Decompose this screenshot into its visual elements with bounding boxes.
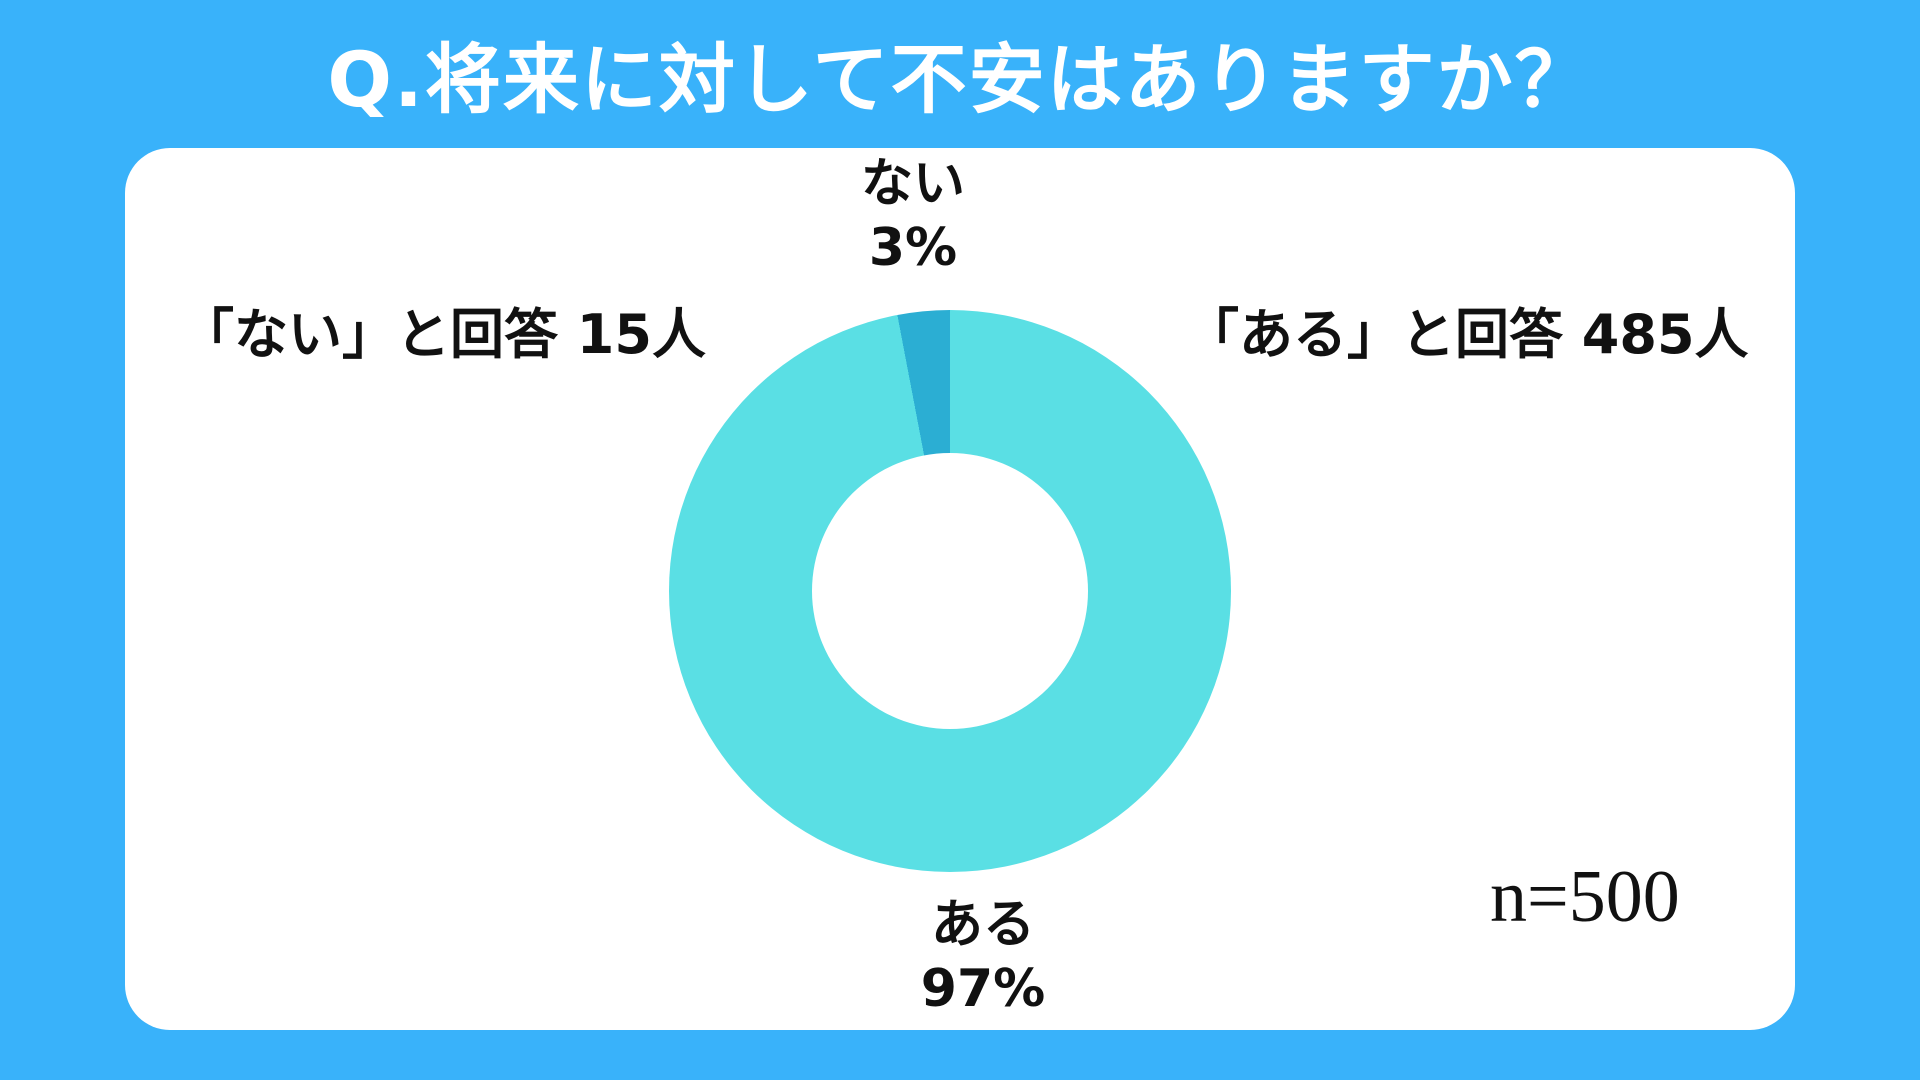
chart-title: Q.将来に対して不安はありますか？ bbox=[327, 35, 1593, 124]
sample-size-label: n=500 bbox=[1490, 856, 1680, 938]
donut-hole bbox=[812, 453, 1088, 729]
annotation-aru-count: 「ある」と回答 485人 bbox=[1185, 303, 1749, 366]
annotation-nai-count: 「ない」と回答 15人 bbox=[180, 303, 706, 366]
slice-label-aru: ある 97% bbox=[921, 893, 1045, 1021]
slice-label-aru-name: ある bbox=[930, 895, 1035, 955]
slice-label-nai-percent: 3% bbox=[868, 218, 958, 278]
slice-label-aru-percent: 97% bbox=[920, 959, 1046, 1019]
slice-label-nai: ない 3% bbox=[861, 152, 965, 280]
slice-label-nai-name: ない bbox=[860, 154, 966, 214]
